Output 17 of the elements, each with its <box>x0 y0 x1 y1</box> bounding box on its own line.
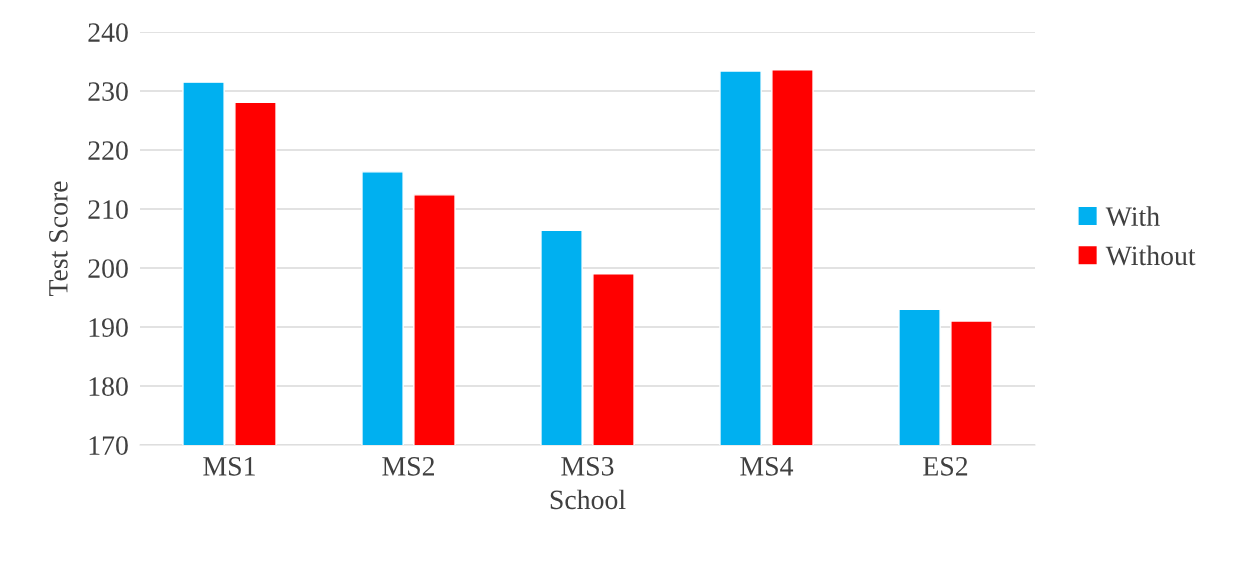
legend-label: With <box>1105 206 1160 227</box>
y-axis-title: Test Score <box>49 181 68 297</box>
y-tick-label: 220 <box>88 141 128 160</box>
y-tick-label: 170 <box>89 436 128 455</box>
y-tick-label: 230 <box>88 82 128 101</box>
x-tick-label: MS3 <box>561 456 614 476</box>
x-axis-title: School <box>550 489 626 510</box>
x-tick-label: MS1 <box>203 456 255 476</box>
x-tick-label: ES2 <box>923 456 968 476</box>
x-tick-label: MS4 <box>740 456 794 476</box>
y-tick-label: 180 <box>89 377 128 396</box>
y-tick-label: 190 <box>89 318 128 337</box>
y-tick-label: 240 <box>88 23 128 42</box>
y-tick-label: 200 <box>88 259 128 278</box>
legend-label: Without <box>1105 245 1196 266</box>
y-tick-label: 210 <box>88 200 128 219</box>
x-tick-label: MS2 <box>382 456 434 476</box>
